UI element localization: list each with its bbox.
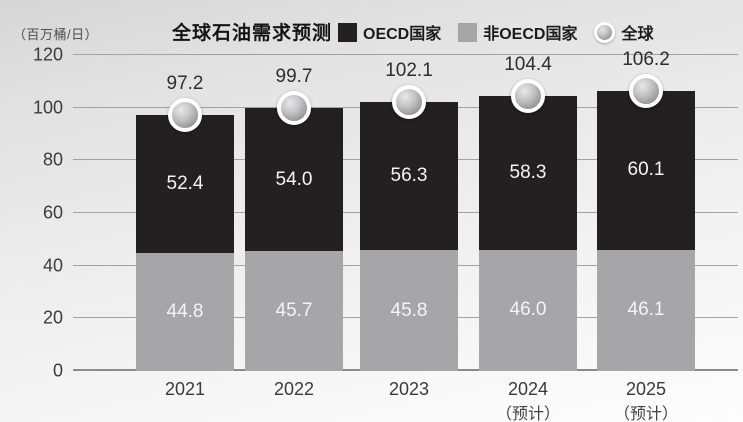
non-oecd-segment — [136, 253, 234, 371]
y-tick-label-0: 0 — [52, 360, 63, 381]
non-oecd-segment — [245, 250, 343, 371]
oecd-segment — [479, 96, 577, 250]
global-marker-icon — [277, 91, 311, 126]
y-tick-label-120: 120 — [32, 44, 63, 65]
global-marker-icon — [168, 98, 202, 133]
bar-group-2025: 46.1 60.1 106.2 2025 （预计） — [597, 49, 695, 422]
oecd-segment — [136, 115, 234, 254]
gridline-120 — [73, 54, 738, 55]
non-oecd-segment — [360, 250, 458, 371]
oecd-value-label: 54.0 — [275, 168, 313, 190]
legend-item-oecd: OECD国家 — [338, 20, 441, 44]
total-value-label: 102.1 — [385, 60, 433, 82]
total-value-label: 97.2 — [166, 73, 204, 95]
total-value-label: 99.7 — [275, 66, 313, 88]
legend-swatch-oecd-icon — [338, 22, 357, 42]
plot-area: 44.8 52.4 97.2 2021 45.7 54.0 99.7 2022 45.8 56.3… — [73, 49, 738, 422]
bar-group-2021: 44.8 52.4 97.2 2021 — [136, 55, 234, 399]
legend-item-global: 全球 — [594, 20, 653, 44]
global-marker-icon — [392, 85, 426, 120]
total-value-label: 106.2 — [622, 49, 670, 71]
oecd-value-label: 56.3 — [390, 165, 428, 187]
y-axis-unit-label: （百万桶/日） — [13, 27, 99, 42]
legend-label-non-oecd: 非OECD国家 — [483, 26, 578, 43]
global-marker-icon — [511, 79, 545, 114]
bar-group-2023: 45.8 56.3 102.1 2023 — [360, 55, 458, 399]
x-axis-note-2024: （预计） — [495, 406, 560, 422]
global-marker-icon — [629, 74, 663, 109]
legend-label-global: 全球 — [621, 26, 654, 43]
oecd-value-label: 52.4 — [166, 173, 204, 195]
non-oecd-value-label: 46.1 — [627, 299, 665, 321]
x-axis-label-2022: 2022 — [273, 379, 315, 399]
x-axis-note-2025: （预计） — [613, 406, 678, 422]
non-oecd-segment — [597, 249, 695, 371]
non-oecd-segment — [479, 249, 577, 371]
x-axis-label-2023: 2023 — [388, 379, 430, 399]
non-oecd-value-label: 44.8 — [166, 301, 204, 323]
legend-sphere-icon — [594, 21, 616, 43]
oecd-segment — [245, 108, 343, 251]
legend: OECD国家 非OECD国家 全球 — [338, 20, 653, 44]
non-oecd-value-label: 45.7 — [275, 299, 313, 321]
oecd-value-label: 58.3 — [509, 162, 547, 184]
oecd-segment — [597, 91, 695, 250]
oecd-segment — [360, 102, 458, 251]
total-value-label: 104.4 — [504, 54, 552, 76]
y-tick-label-100: 100 — [32, 97, 63, 118]
y-tick-label-40: 40 — [42, 255, 63, 276]
y-tick-label-80: 80 — [42, 149, 63, 170]
non-oecd-value-label: 46.0 — [509, 299, 547, 321]
non-oecd-value-label: 45.8 — [390, 299, 428, 321]
y-tick-label-20: 20 — [42, 307, 63, 328]
x-axis-label-2025: 2025 — [625, 379, 667, 399]
y-tick-label-60: 60 — [42, 202, 63, 223]
chart-title: 全球石油需求预测 — [172, 23, 333, 44]
bar-group-2024: 46.0 58.3 104.4 2024 （预计） — [479, 54, 577, 422]
bar-group-2022: 45.7 54.0 99.7 2022 — [245, 55, 343, 399]
x-axis-label-2021: 2021 — [164, 379, 206, 399]
legend-swatch-non-oecd-icon — [458, 22, 478, 42]
legend-label-oecd: OECD国家 — [363, 26, 442, 43]
y-axis-labels: 0 20 40 60 80 100 120 — [0, 45, 63, 381]
oecd-value-label: 60.1 — [627, 159, 665, 181]
x-axis-label-2024: 2024 — [507, 379, 549, 399]
legend-item-non-oecd: 非OECD国家 — [458, 20, 577, 44]
